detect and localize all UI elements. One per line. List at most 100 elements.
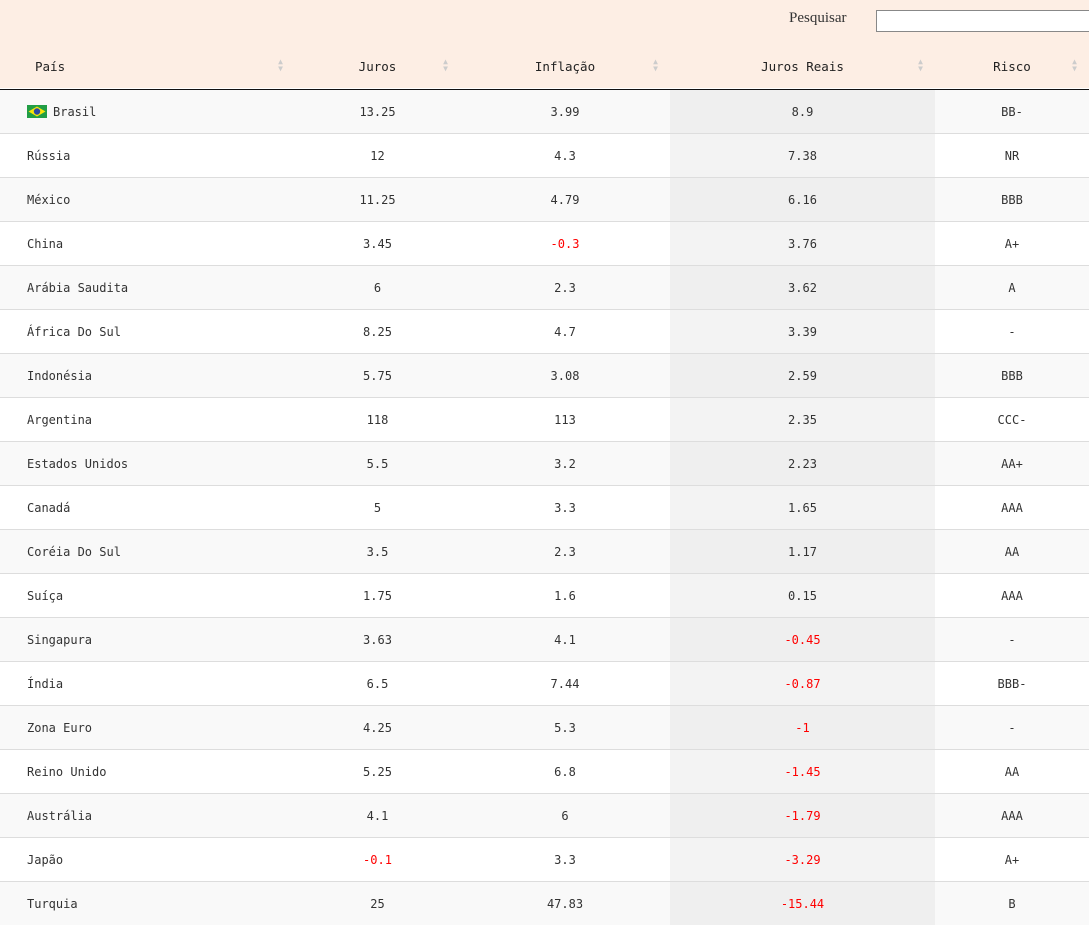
cell-text: AAA — [1001, 501, 1023, 515]
table-cell: A+ — [935, 838, 1089, 882]
table-cell: NR — [935, 134, 1089, 178]
column-header[interactable]: Juros Reais▲▼ — [670, 44, 935, 90]
cell-text: 5.5 — [367, 457, 389, 471]
cell-text: -15.44 — [781, 897, 824, 911]
sort-icon[interactable]: ▲▼ — [918, 58, 923, 72]
cell-text: 2.3 — [554, 281, 576, 295]
table-cell: 5.25 — [295, 750, 460, 794]
cell-text: 0.15 — [788, 589, 817, 603]
sort-icon[interactable]: ▲▼ — [443, 58, 448, 72]
column-header[interactable]: Inflação▲▼ — [460, 44, 670, 90]
table-cell: AAA — [935, 486, 1089, 530]
cell-text: BB- — [1001, 105, 1023, 119]
table-cell: 5 — [295, 486, 460, 530]
cell-text: 13.25 — [359, 105, 395, 119]
cell-text: 3.5 — [367, 545, 389, 559]
cell-text: África Do Sul — [27, 325, 121, 339]
column-header[interactable]: Risco ▲▼ — [935, 44, 1089, 90]
table-cell: 5.5 — [295, 442, 460, 486]
table-cell: Coréia Do Sul — [0, 530, 295, 574]
cell-text: Reino Unido — [27, 765, 106, 779]
table-cell: A+ — [935, 222, 1089, 266]
table-cell: 6 — [460, 794, 670, 838]
cell-text: Zona Euro — [27, 721, 92, 735]
table-cell: Zona Euro — [0, 706, 295, 750]
cell-text: -1 — [795, 721, 809, 735]
table-cell: 2.35 — [670, 398, 935, 442]
table-cell: Brasil — [0, 90, 295, 134]
table-cell: 3.62 — [670, 266, 935, 310]
cell-text: 47.83 — [547, 897, 583, 911]
cell-text: 1.17 — [788, 545, 817, 559]
cell-text: - — [1008, 633, 1015, 647]
table-cell: AA+ — [935, 442, 1089, 486]
cell-text: 3.2 — [554, 457, 576, 471]
cell-text: Canadá — [27, 501, 70, 515]
column-header[interactable]: País▲▼ — [0, 44, 295, 90]
cell-text: 118 — [367, 413, 389, 427]
cell-text: Rússia — [27, 149, 70, 163]
table-cell: 8.9 — [670, 90, 935, 134]
table-cell: Índia — [0, 662, 295, 706]
table-cell: 3.76 — [670, 222, 935, 266]
cell-text: 4.3 — [554, 149, 576, 163]
table-row: Brasil 13.25 3.99 8.9 BB- — [0, 90, 1089, 134]
cell-text: A+ — [1005, 853, 1019, 867]
table-cell: -0.3 — [460, 222, 670, 266]
search-input[interactable] — [876, 10, 1089, 32]
table-cell: Reino Unido — [0, 750, 295, 794]
cell-text: AA+ — [1001, 457, 1023, 471]
table-cell: -1.79 — [670, 794, 935, 838]
cell-text: -1.45 — [784, 765, 820, 779]
search-label: Pesquisar — [789, 10, 847, 26]
table-cell: 25 — [295, 882, 460, 925]
cell-text: -0.3 — [551, 237, 580, 251]
cell-text: BBB — [1001, 193, 1023, 207]
table-cell: 3.45 — [295, 222, 460, 266]
cell-text: - — [1008, 325, 1015, 339]
cell-text: 3.99 — [551, 105, 580, 119]
cell-text: BBB- — [998, 677, 1027, 691]
table-cell: Canadá — [0, 486, 295, 530]
table-cell: 2.59 — [670, 354, 935, 398]
table-cell: -0.45 — [670, 618, 935, 662]
table-cell: 47.83 — [460, 882, 670, 925]
table-cell: AAA — [935, 794, 1089, 838]
table-cell: 6.8 — [460, 750, 670, 794]
cell-text: 8.9 — [792, 105, 814, 119]
cell-text: Argentina — [27, 413, 92, 427]
cell-text: 113 — [554, 413, 576, 427]
cell-text: 7.38 — [788, 149, 817, 163]
sort-icon[interactable]: ▲▼ — [1072, 58, 1077, 72]
table-cell: 1.17 — [670, 530, 935, 574]
cell-text: 4.7 — [554, 325, 576, 339]
table-cell: 3.3 — [460, 486, 670, 530]
table-cell: 3.63 — [295, 618, 460, 662]
cell-text: Austrália — [27, 809, 92, 823]
table-cell: A — [935, 266, 1089, 310]
table-cell: AA — [935, 530, 1089, 574]
sort-icon[interactable]: ▲▼ — [278, 58, 283, 72]
column-header[interactable]: Juros▲▼ — [295, 44, 460, 90]
sort-icon[interactable]: ▲▼ — [653, 58, 658, 72]
table-cell: 7.38 — [670, 134, 935, 178]
cell-text: B — [1008, 897, 1015, 911]
cell-text: 25 — [370, 897, 384, 911]
table-cell: 12 — [295, 134, 460, 178]
table-cell: 6.16 — [670, 178, 935, 222]
table-cell: 5.75 — [295, 354, 460, 398]
table-cell: -1.45 — [670, 750, 935, 794]
cell-text: 1.6 — [554, 589, 576, 603]
cell-text: AAA — [1001, 589, 1023, 603]
cell-text: 3.3 — [554, 853, 576, 867]
table-cell: 113 — [460, 398, 670, 442]
table-cell: BBB — [935, 354, 1089, 398]
table-cell: 3.39 — [670, 310, 935, 354]
table-cell: 3.3 — [460, 838, 670, 882]
header-text: Risco — [993, 59, 1031, 74]
